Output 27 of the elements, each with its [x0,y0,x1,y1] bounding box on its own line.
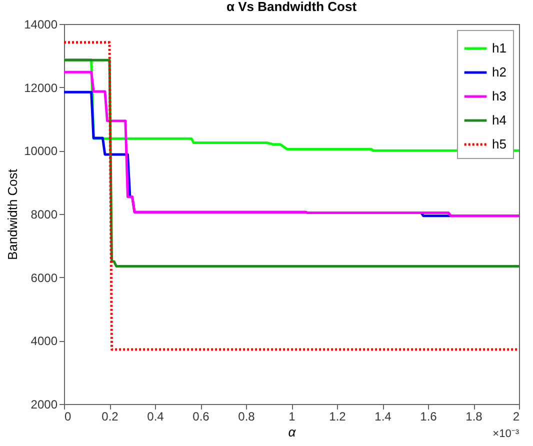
x-tick-label: 1.2 [329,410,346,424]
y-tick-label: 2000 [30,398,58,412]
x-tick-label: 1.6 [420,410,438,424]
y-axis-title: Bandwidth Cost [5,168,20,260]
x-tick-label: 2 [512,410,520,424]
y-tick-label: 8000 [30,208,58,222]
x-axis-title: α [288,424,296,440]
y-tick-label: 14000 [24,18,58,32]
x-tick-label: 0 [64,410,72,424]
x-tick-label: 0.2 [102,410,119,424]
legend-label: h4 [492,112,506,128]
y-tick-label: 4000 [30,334,58,348]
text: ×10⁻³ [492,428,520,440]
legend-label: h3 [492,88,506,104]
legend-label: h1 [492,40,506,56]
y-tick-label: 10000 [24,144,58,158]
y-tick-label: 12000 [24,80,58,95]
x-tick-label: 1 [288,410,296,424]
legend-label: h2 [492,64,506,80]
y-tick-label: 6000 [30,270,58,285]
x-tick-label: 1.4 [374,410,392,424]
x-tick-label: 1.8 [466,410,483,424]
x-tick-label: 0.8 [238,410,256,424]
x-tick-label: 0.6 [192,410,210,424]
chart-title: α Vs Bandwidth Cost [226,0,358,14]
x-tick-label: 0.4 [147,410,164,424]
legend-label: h5 [492,136,506,152]
